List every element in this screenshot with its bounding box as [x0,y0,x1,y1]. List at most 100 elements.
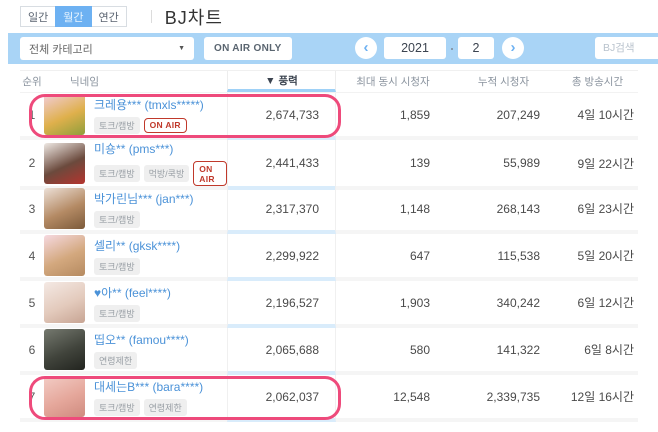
on-air-badge: ON AIR [193,161,227,186]
table-row[interactable]: 4 셀리** (gksk****) 토크/캠방 2,299,922 647 11… [20,234,638,281]
table-row[interactable]: 7 대세는B*** (bara****) 토크/캠방 연령제한 2,062,037… [20,375,638,422]
bj-name-link[interactable]: 대세는B*** (bara****) [94,379,204,394]
max-viewers-cell: 139 [336,140,450,190]
power-cell: 2,196,527 [227,281,336,328]
bj-name-link[interactable]: 셀리** (gksk****) [94,238,181,253]
avatar[interactable] [44,142,85,184]
header-rank: 순위 [22,76,42,88]
broadcast-time-cell: 9일 22시간 [557,140,638,190]
month-input[interactable]: 2 [458,37,494,59]
broadcast-time-cell: 12일 16시간 [557,375,638,422]
tag-list: 연령제한 [94,351,189,369]
power-cell: 2,062,037 [227,375,336,422]
on-air-only-button[interactable]: ON AIR ONLY [204,37,292,60]
header-cumulative-viewers: 누적 시청자 [477,76,530,88]
broadcast-time-cell: 4일 10시간 [557,93,638,140]
avatar[interactable] [44,188,85,229]
max-viewers-cell: 1,903 [336,281,450,328]
bj-search-input[interactable] [595,37,658,59]
tag-list: 토크/캠방 먹방/쿡방 ON AIR [94,161,227,186]
tag-list: 토크/캠방 [94,304,171,322]
category-tag: 토크/캠방 [94,210,140,228]
category-tag: 토크/캠방 [94,257,140,275]
profile-cell: 띱오** (famou****) 연령제한 [44,328,227,375]
table-row[interactable]: 3 박가린님*** (jan***) 토크/캠방 2,317,370 1,148… [20,187,638,234]
rank-cell: 6 [20,328,44,375]
category-tag: 연령제한 [94,351,138,369]
tag-list: 토크/캠방 연령제한 [94,398,203,416]
power-cell: 2,065,688 [227,328,336,375]
bj-info: 크레용*** (tmxls*****) 토크/캠방 ON AIR [94,96,204,134]
table-body: 1 크레용*** (tmxls*****) 토크/캠방 ON AIR 2,674,… [20,93,638,422]
profile-cell: 박가린님*** (jan***) 토크/캠방 [44,187,227,234]
year-input[interactable]: 2021 [384,37,446,59]
tab-monthly[interactable]: 월간 [55,6,92,27]
period-tabs: 일간 월간 연간 [20,6,127,27]
tag-list: 토크/캠방 [94,257,180,275]
next-month-button[interactable]: › [502,37,524,59]
max-viewers-cell: 1,859 [336,93,450,140]
bj-chart-table: 순위 닉네임 ▼ 풍력 최대 동시 시청자 누적 시청자 총 방송시간 1 크레… [20,70,638,422]
rank-cell: 5 [20,281,44,328]
max-viewers-cell: 580 [336,328,450,375]
category-select-value: 전체 카테고리 [29,43,93,56]
table-row[interactable]: 6 띱오** (famou****) 연령제한 2,065,688 580 14… [20,328,638,375]
header-power-sort[interactable]: ▼ 풍력 [227,71,336,92]
broadcast-time-cell: 6일 23시간 [557,187,638,234]
bj-info: 박가린님*** (jan***) 토크/캠방 [94,190,194,228]
header-nickname: 닉네임 [70,76,99,88]
rank-cell: 4 [20,234,44,281]
header-broadcast-time: 총 방송시간 [571,76,624,88]
bj-info: ♥아** (feel****) 토크/캠방 [94,284,171,322]
max-viewers-cell: 1,148 [336,187,450,234]
bj-name-link[interactable]: ♥아** (feel****) [94,285,171,300]
prev-month-button[interactable]: ‹ [355,37,377,59]
max-viewers-cell: 12,548 [336,375,450,422]
cumulative-viewers-cell: 207,249 [450,93,557,140]
avatar[interactable] [44,282,85,323]
profile-cell: 미숑** (pms***) 토크/캠방 먹방/쿡방 ON AIR [44,140,227,190]
power-cell: 2,317,370 [227,187,336,234]
table-row[interactable]: 2 미숑** (pms***) 토크/캠방 먹방/쿡방 ON AIR 2,441,4… [20,140,638,190]
rank-cell: 3 [20,187,44,234]
chevron-left-icon: ‹ [363,38,369,56]
bj-name-link[interactable]: 크레용*** (tmxls*****) [94,97,204,112]
category-tag: 토크/캠방 [94,116,140,134]
bj-name-link[interactable]: 미숑** (pms***) [94,142,174,156]
profile-cell: 셀리** (gksk****) 토크/캠방 [44,234,227,281]
category-tag: 토크/캠방 [94,304,140,322]
avatar[interactable] [44,235,85,276]
category-tag: 먹방/쿡방 [143,165,190,182]
max-viewers-cell: 647 [336,234,450,281]
header-max-viewers: 최대 동시 시청자 [356,76,430,88]
rank-cell: 2 [20,140,44,190]
tag-list: 토크/캠방 [94,210,194,228]
rank-cell: 1 [20,93,44,140]
bj-info: 띱오** (famou****) 연령제한 [94,331,189,369]
profile-cell: 크레용*** (tmxls*****) 토크/캠방 ON AIR [44,93,227,140]
on-air-badge: ON AIR [143,117,187,133]
tag-list: 토크/캠방 ON AIR [94,116,204,134]
filter-bar: 전체 카테고리 ▼ ON AIR ONLY ‹ 2021 2 › [8,33,658,64]
title-divider [150,10,152,23]
profile-cell: 대세는B*** (bara****) 토크/캠방 연령제한 [44,375,227,422]
category-select[interactable]: 전체 카테고리 ▼ [20,37,194,60]
avatar[interactable] [44,376,85,417]
bj-name-link[interactable]: 박가린님*** (jan***) [94,191,194,206]
bj-name-link[interactable]: 띱오** (famou****) [94,332,189,347]
bj-info: 대세는B*** (bara****) 토크/캠방 연령제한 [94,378,203,416]
rank-cell: 7 [20,375,44,422]
table-row[interactable]: 1 크레용*** (tmxls*****) 토크/캠방 ON AIR 2,674,… [20,93,638,140]
avatar[interactable] [44,94,85,135]
profile-cell: ♥아** (feel****) 토크/캠방 [44,281,227,328]
avatar[interactable] [44,329,85,370]
table-row[interactable]: 5 ♥아** (feel****) 토크/캠방 2,196,527 1,903 … [20,281,638,328]
tab-yearly[interactable]: 연간 [90,6,127,27]
cumulative-viewers-cell: 340,242 [450,281,557,328]
cumulative-viewers-cell: 115,538 [450,234,557,281]
tab-daily[interactable]: 일간 [20,6,57,27]
page-title: BJ차트 [164,7,223,28]
broadcast-time-cell: 5일 20시간 [557,234,638,281]
broadcast-time-cell: 6일 8시간 [557,328,638,375]
